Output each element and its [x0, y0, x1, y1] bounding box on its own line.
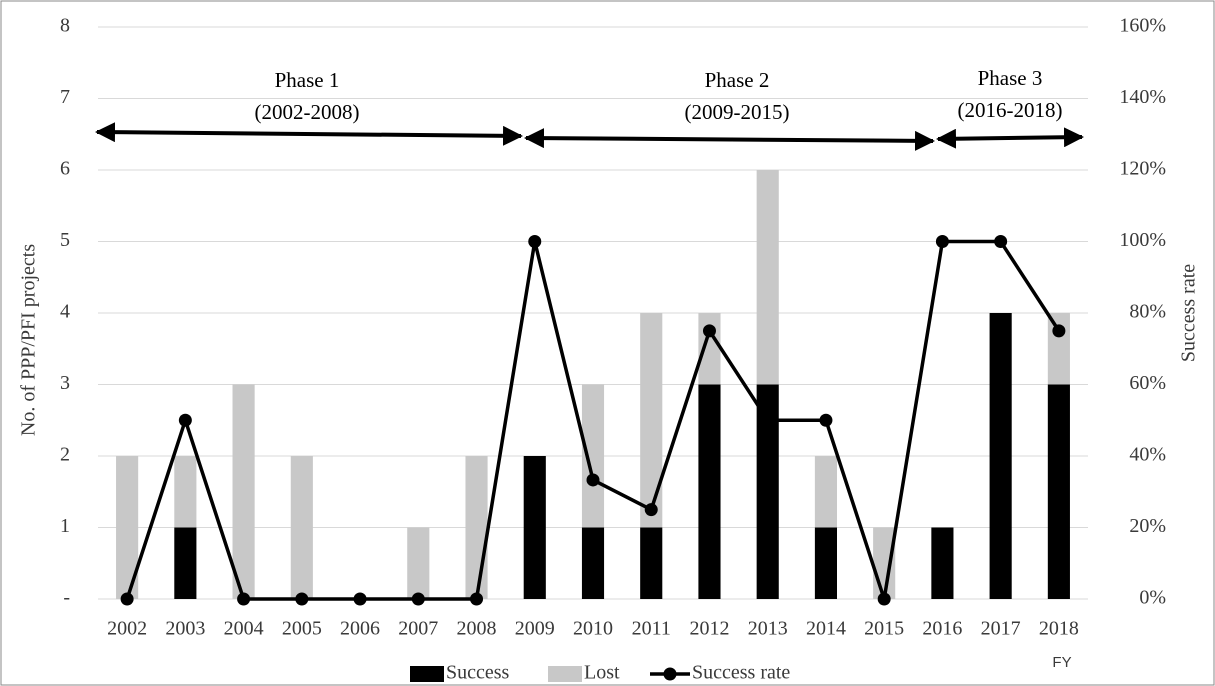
x-tick-label: 2006: [340, 618, 380, 640]
bar: [989, 313, 1012, 599]
y-tick-label: 8: [60, 15, 70, 37]
bar: [523, 456, 546, 599]
bar: [814, 456, 838, 528]
bar: [931, 527, 954, 599]
bar: [756, 170, 779, 385]
bar: [581, 527, 605, 599]
x-tick-label: 2002: [107, 618, 147, 640]
y-axis-label: No. of PPP/PFI projects: [18, 244, 40, 436]
marker: [1052, 324, 1066, 338]
y2-axis-label: Success rate: [1178, 264, 1200, 362]
phase-arrow: [524, 128, 935, 151]
marker: [178, 413, 192, 427]
y-tick-label: 3: [60, 372, 70, 394]
phase-range: (2016-2018): [958, 98, 1063, 122]
legend-swatch: [410, 666, 444, 682]
marker: [994, 235, 1008, 248]
phase-title: Phase 3: [978, 66, 1043, 90]
marker: [120, 592, 134, 606]
y2-tick-label: 80%: [1129, 301, 1166, 323]
phase-arrow: [936, 127, 1084, 149]
y-tick-label: 4: [60, 301, 70, 323]
bar: [290, 456, 313, 599]
legend-label: Lost: [584, 662, 620, 684]
marker: [353, 592, 367, 606]
bar: [814, 527, 838, 599]
legend-label: Success rate: [692, 662, 790, 684]
marker: [877, 592, 891, 606]
x-tick-label: 2016: [922, 618, 962, 640]
phase-title: Phase 2: [705, 68, 770, 92]
y-tick-label: 2: [60, 444, 70, 466]
bar: [407, 527, 430, 599]
legend-marker: [663, 667, 677, 681]
marker: [586, 473, 600, 487]
y-tick-label: 5: [60, 229, 70, 251]
y-tick-label: 6: [60, 158, 70, 180]
phase-range: (2009-2015): [685, 100, 790, 124]
x-tick-label: 2011: [632, 618, 671, 640]
phase-arrow: [95, 122, 523, 146]
bar: [698, 384, 721, 599]
marker: [411, 592, 425, 606]
bar: [465, 456, 488, 599]
bar: [116, 456, 139, 599]
x-tick-label: 2014: [806, 618, 846, 640]
bar: [1047, 384, 1070, 599]
x-tick-label: 2004: [224, 618, 264, 640]
phase-title: Phase 1: [275, 68, 340, 92]
bar: [640, 313, 663, 528]
marker: [528, 235, 542, 248]
marker: [237, 592, 251, 606]
x-tick-label: 2015: [864, 618, 904, 640]
y2-tick-label: 160%: [1119, 15, 1166, 37]
legend-label: Success: [446, 662, 510, 684]
x-tick-label: 2010: [573, 618, 613, 640]
marker: [295, 592, 309, 606]
bar: [756, 384, 779, 599]
y2-tick-label: 140%: [1119, 86, 1166, 108]
y2-tick-label: 20%: [1129, 515, 1166, 537]
x-tick-label: 2013: [748, 618, 788, 640]
y-tick-label: 1: [60, 515, 70, 537]
y-tick-label: -: [63, 587, 70, 609]
y2-tick-label: 120%: [1119, 158, 1166, 180]
bar: [640, 527, 663, 599]
x-tick-label: 2009: [515, 618, 555, 640]
y2-tick-label: 0%: [1139, 587, 1166, 609]
x-tick-label: 2012: [689, 618, 729, 640]
x-tick-label: 2008: [457, 618, 497, 640]
bar: [174, 456, 197, 528]
x-tick-label: 2017: [981, 618, 1021, 640]
marker: [819, 413, 833, 427]
y2-tick-label: 40%: [1129, 444, 1166, 466]
marker: [470, 592, 484, 606]
x-tick-label: 2018: [1039, 618, 1079, 640]
x-tick-label: 2007: [398, 618, 438, 640]
bar: [232, 384, 255, 599]
y2-tick-label: 100%: [1119, 229, 1166, 251]
bar: [581, 384, 605, 528]
marker: [644, 503, 658, 517]
bar: [174, 527, 197, 599]
y2-tick-label: 60%: [1129, 372, 1166, 394]
y-tick-label: 7: [60, 86, 70, 108]
bar: [1047, 313, 1070, 385]
bar: [698, 313, 721, 385]
legend-swatch: [548, 666, 582, 682]
marker: [702, 324, 716, 338]
phase-range: (2002-2008): [255, 100, 360, 124]
x-tick-label: 2003: [165, 618, 205, 640]
x-axis-label: FY: [1052, 654, 1071, 671]
x-tick-label: 2005: [282, 618, 322, 640]
marker: [761, 413, 775, 427]
marker: [935, 235, 949, 248]
